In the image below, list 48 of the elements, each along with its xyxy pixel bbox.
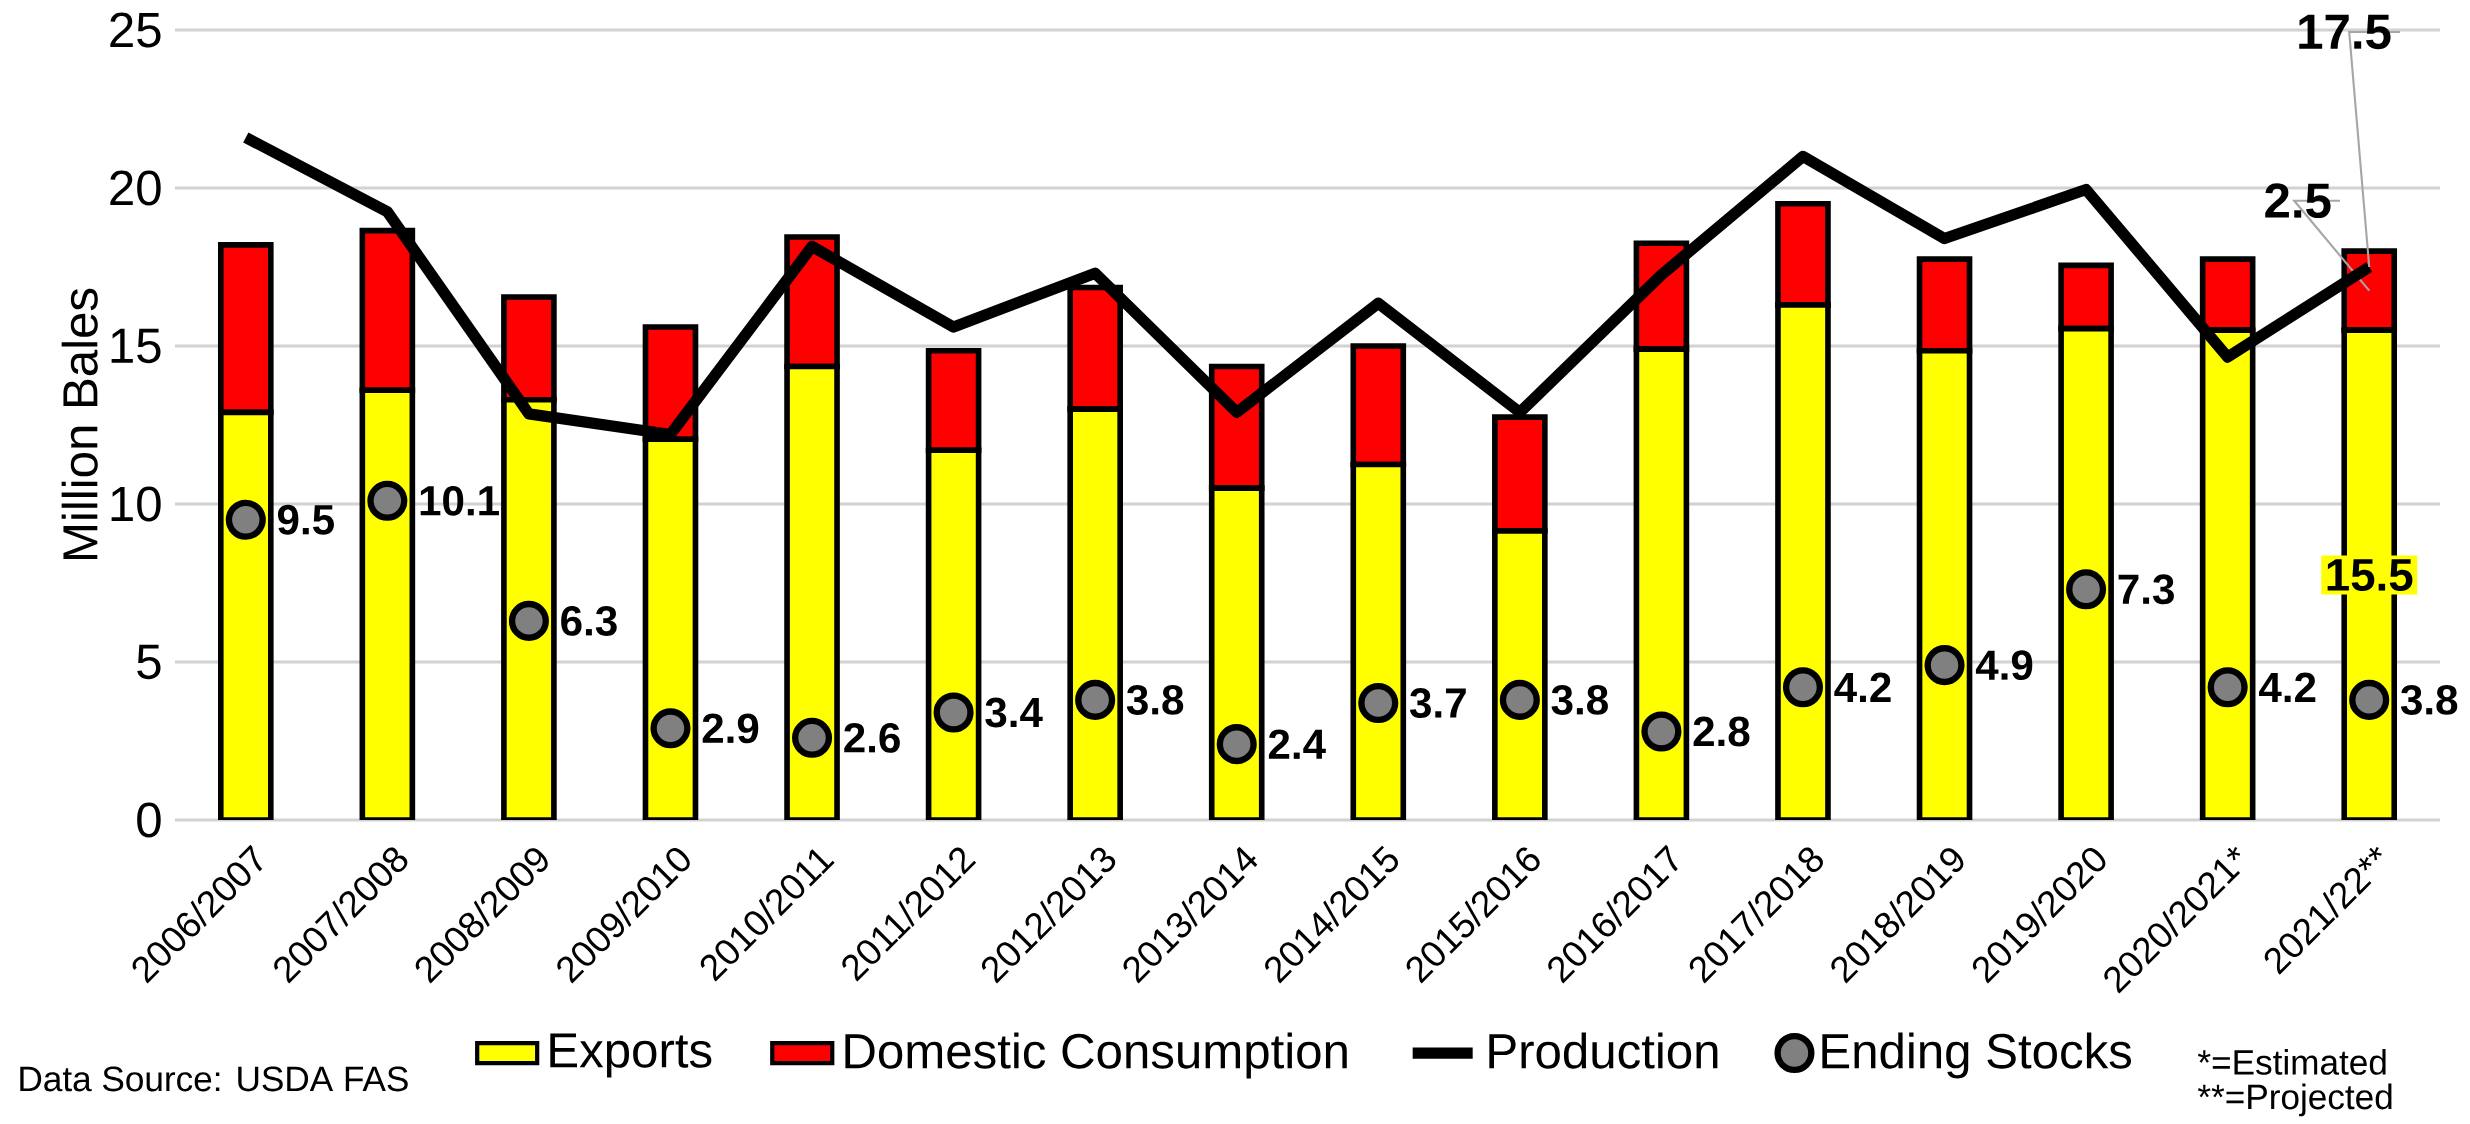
point <box>1358 683 1399 724</box>
text: **=Projected <box>2197 1083 2392 1117</box>
y-tick-label: 15 <box>111 328 161 364</box>
point <box>508 600 549 641</box>
data-label: 4.2 <box>1834 672 1891 702</box>
point <box>792 717 833 758</box>
y-tick-label: 25 <box>110 12 161 48</box>
y-tick-label: 5 <box>137 644 161 680</box>
point <box>650 708 691 749</box>
point <box>1075 679 1116 720</box>
point <box>933 692 974 733</box>
data-label: 7.3 <box>2118 574 2174 605</box>
point <box>2066 569 2107 610</box>
text: *=Estimated <box>2197 1049 2386 1075</box>
data-label: 6.3 <box>561 605 617 636</box>
data-label: 3.8 <box>2400 684 2458 715</box>
point <box>1924 645 1965 686</box>
data-label: 2.5 <box>2265 183 2331 219</box>
y-tick-label: 20 <box>110 170 161 206</box>
legend-label: Production <box>1489 1032 1718 1069</box>
point <box>225 499 266 540</box>
data-label: 2.8 <box>1693 716 1750 747</box>
legend-label: Exports <box>550 1033 712 1078</box>
data-label: 3.7 <box>1409 688 1466 719</box>
y-axis-title: Million Bales <box>61 288 98 560</box>
data-label: 3.8 <box>1126 684 1184 715</box>
point <box>2207 667 2248 708</box>
point <box>367 480 408 521</box>
legend-label: Ending Stocks <box>1822 1032 2132 1079</box>
data-label: 2.4 <box>1268 729 1326 759</box>
data-label: 4.2 <box>2259 672 2316 702</box>
data-label: 15.5 <box>2327 559 2413 592</box>
y-tick-label: 10 <box>111 486 161 522</box>
point <box>1216 724 1257 765</box>
legend-label: Domestic Consumption <box>845 1032 1347 1079</box>
data-label: 4.9 <box>1975 650 2033 681</box>
data-label: 2.6 <box>844 722 900 753</box>
source-note: Data Source: USDA FAS <box>20 1066 408 1092</box>
data-label: 3.4 <box>985 697 1043 728</box>
data-label: 17.5 <box>2299 14 2391 50</box>
data-label: 9.5 <box>277 504 334 535</box>
point <box>1782 667 1824 708</box>
data-label: 3.8 <box>1551 684 1608 715</box>
data-label: 10.1 <box>420 485 499 516</box>
y-tick-label: 0 <box>137 802 161 838</box>
point <box>1499 679 1540 720</box>
point <box>1641 711 1682 752</box>
data-label: 2.9 <box>702 713 759 744</box>
